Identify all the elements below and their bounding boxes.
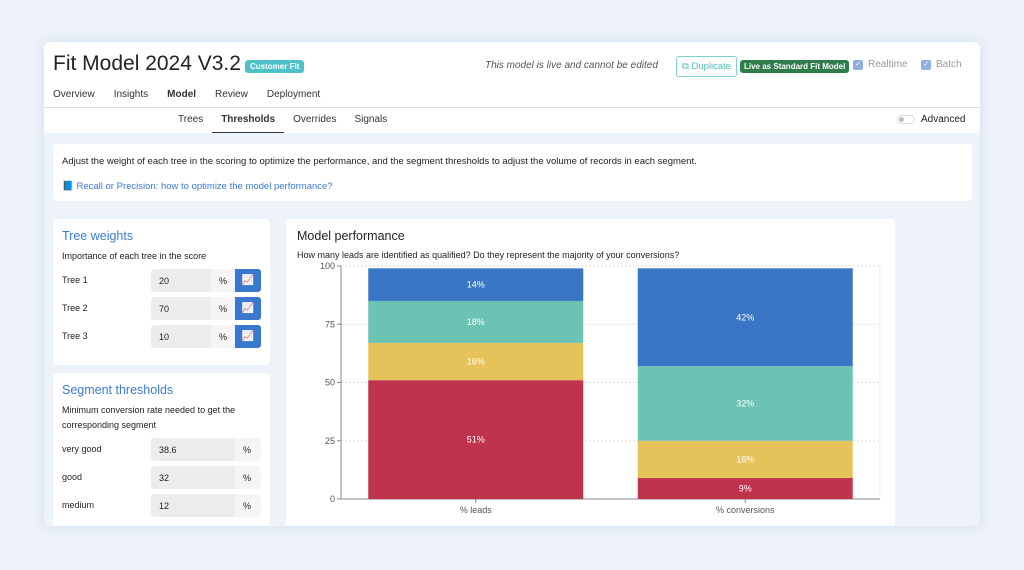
- subtab-thresholds[interactable]: Thresholds: [212, 114, 285, 134]
- tab-overview[interactable]: Overview: [53, 89, 95, 100]
- tree-weight-row: Tree 1 20% 📈: [62, 268, 261, 292]
- subtab-overrides[interactable]: Overrides: [293, 114, 337, 125]
- tab-model[interactable]: Model: [167, 89, 197, 100]
- data-label: 14%: [467, 280, 485, 290]
- data-label: 42%: [736, 312, 754, 322]
- tree-weights-card: Tree weights Importance of each tree in …: [53, 219, 270, 365]
- realtime-checkbox[interactable]: ✓ Realtime: [853, 59, 907, 70]
- tree-label: Tree 3: [62, 331, 88, 341]
- bar-segment: [368, 342, 584, 381]
- tab-insights[interactable]: Insights: [113, 89, 149, 100]
- threshold-input[interactable]: 32: [151, 465, 235, 489]
- unit-label: %: [211, 296, 235, 320]
- page-title: Fit Model 2024 V3.2: [53, 52, 241, 75]
- threshold-row: medium 12%: [62, 493, 261, 517]
- bar-segment: [368, 268, 584, 301]
- batch-label: Batch: [936, 59, 962, 70]
- book-icon: 📘: [62, 181, 74, 192]
- unit-label: %: [235, 465, 261, 489]
- bar-segment: [368, 380, 584, 499]
- threshold-input[interactable]: 12: [151, 493, 235, 517]
- x-tick-label: % conversions: [716, 505, 775, 515]
- tab-deployment[interactable]: Deployment: [266, 89, 321, 100]
- performance-title: Model performance: [297, 229, 405, 243]
- batch-checkbox[interactable]: ✓ Batch: [921, 59, 962, 70]
- tree-weight-row: Tree 3 10% 📈: [62, 324, 261, 348]
- data-label: 51%: [467, 435, 485, 445]
- unit-label: %: [235, 493, 261, 517]
- subtab-trees[interactable]: Trees: [178, 114, 204, 125]
- help-link[interactable]: 📘 Recall or Precision: how to optimize t…: [62, 181, 963, 192]
- bar-segment: [637, 478, 853, 499]
- unit-label: %: [211, 268, 235, 292]
- unit-label: %: [211, 324, 235, 348]
- data-label: 16%: [467, 357, 485, 367]
- x-tick-label: % leads: [460, 505, 493, 515]
- performance-subtitle: How many leads are identified as qualifi…: [297, 250, 680, 260]
- model-type-badge: Customer Fit: [245, 60, 305, 73]
- tree-weights-title: Tree weights: [62, 229, 134, 243]
- tree-weights-subtitle: Importance of each tree in the score: [62, 251, 207, 261]
- tree-weight-row: Tree 2 70% 📈: [62, 296, 261, 320]
- tree-weight-input[interactable]: 10: [151, 324, 211, 348]
- duplicate-button[interactable]: ⧉ Duplicate: [676, 56, 738, 77]
- threshold-row: good 32%: [62, 465, 261, 489]
- checkmark-icon: ✓: [921, 59, 931, 70]
- divider: [44, 107, 980, 108]
- advanced-toggle[interactable]: Advanced: [897, 114, 965, 125]
- live-note: This model is live and cannot be edited: [485, 60, 658, 71]
- unit-label: %: [235, 437, 261, 461]
- threshold-row: very good 38.6%: [62, 437, 261, 461]
- main-tabs: Overview Insights Model Review Deploymen…: [53, 89, 320, 100]
- subtab-signals[interactable]: Signals: [354, 114, 388, 125]
- toggle-switch[interactable]: [897, 115, 915, 124]
- sub-tabs: Trees Thresholds Overrides Signals: [169, 114, 396, 134]
- bar-segment: [637, 440, 853, 479]
- y-tick-label: 50: [325, 378, 335, 388]
- tree-weight-input[interactable]: 20: [151, 268, 211, 292]
- data-label: 16%: [736, 454, 754, 464]
- duplicate-label: Duplicate: [691, 61, 732, 72]
- data-label: 9%: [739, 484, 752, 494]
- app-window: Fit Model 2024 V3.2 Customer Fit This mo…: [44, 42, 980, 526]
- tree-label: Tree 1: [62, 275, 88, 285]
- segment-thresholds-card: Segment thresholds Minimum conversion ra…: [53, 373, 270, 526]
- performance-chart: 0 25 50 75 100 51% 16% 18% 14% % leads 9% 16% 32% 42%…: [320, 261, 881, 515]
- intro-card: Adjust the weight of each tree in the sc…: [53, 144, 972, 201]
- intro-text: Adjust the weight of each tree in the sc…: [62, 156, 697, 167]
- data-label: 18%: [467, 317, 485, 327]
- chart-icon[interactable]: 📈: [235, 296, 261, 320]
- segment-thresholds-title: Segment thresholds: [62, 383, 174, 397]
- segment-thresholds-subtitle: Minimum conversion rate needed to get th…: [62, 405, 236, 430]
- realtime-label: Realtime: [868, 59, 908, 70]
- chart-icon[interactable]: 📈: [235, 324, 261, 348]
- segment-label: good: [62, 472, 83, 482]
- data-label: 32%: [736, 398, 754, 408]
- copy-icon: ⧉: [682, 61, 689, 72]
- bar-segment: [368, 300, 584, 343]
- bar-segment: [637, 366, 853, 441]
- bar-segment: [637, 268, 853, 367]
- segment-label: medium: [62, 500, 95, 510]
- live-status-badge: Live as Standard Fit Model: [740, 60, 850, 73]
- y-tick-label: 25: [325, 436, 335, 446]
- tree-label: Tree 2: [62, 303, 88, 313]
- chart-icon[interactable]: 📈: [235, 268, 261, 292]
- y-tick-label: 75: [325, 319, 335, 329]
- model-performance-card: Model performance How many leads are ide…: [286, 219, 895, 526]
- help-link-label: Recall or Precision: how to optimize the…: [76, 181, 333, 192]
- advanced-label: Advanced: [921, 114, 966, 125]
- y-tick-label: 0: [330, 494, 335, 504]
- tab-review[interactable]: Review: [215, 89, 248, 100]
- threshold-input[interactable]: 38.6: [151, 437, 235, 461]
- tree-weight-input[interactable]: 70: [151, 296, 211, 320]
- y-tick-label: 100: [320, 261, 335, 271]
- content-area: Adjust the weight of each tree in the sc…: [44, 133, 980, 526]
- checkmark-icon: ✓: [853, 59, 863, 70]
- segment-label: very good: [62, 444, 102, 454]
